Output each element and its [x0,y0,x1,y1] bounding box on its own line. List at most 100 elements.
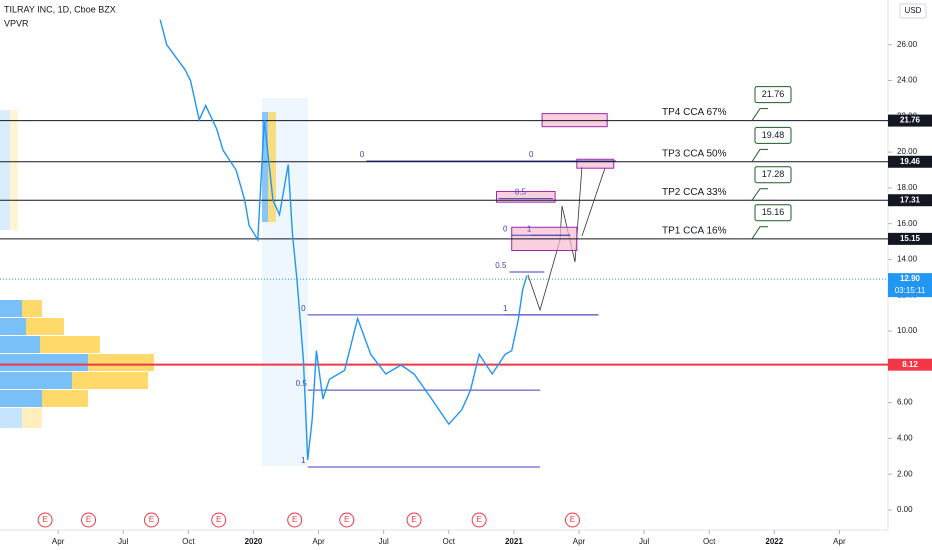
chart-title: TILRAY INC, 1D, Cboe BZX [4,4,116,14]
callout-pointer [751,108,768,121]
earnings-marker [143,512,159,528]
callout-label: 17.28 [762,169,785,179]
y-tick-label: 18.00 [897,183,918,192]
target-zone [576,158,615,169]
price-tag [888,194,932,207]
earnings-label: E [86,515,91,524]
x-tick-label: Jul [639,537,649,546]
price-tag [888,232,932,245]
indicator-name: VPVR [4,18,29,28]
fib-label: 0 [503,224,508,233]
vp-bar [26,318,64,335]
arrow [561,165,583,263]
target-zone [496,190,556,203]
earnings-label: E [476,515,481,524]
x-tick-label: Apr [833,537,846,546]
x-tick-label: Oct [703,537,716,546]
y-tick-label: 24.00 [897,76,918,85]
vp-bar [0,318,26,335]
fib-label: 1 [503,304,508,313]
price-tag [888,114,932,127]
callout-pointer [751,226,768,240]
fib-label: 0 [301,304,306,313]
vp-bar [0,336,40,353]
callout-box [754,204,792,222]
earnings-label: E [149,515,154,524]
fib-label: 0 [360,150,365,159]
volume-profile [0,110,276,428]
earnings-label: E [344,515,349,524]
callout-box [754,126,792,144]
x-tick-label: Oct [443,537,456,546]
price-tag-label: 21.76 [900,116,921,125]
vp-bar [22,300,42,317]
vp-bar [72,372,148,389]
y-tick-label: 10.00 [897,326,918,335]
callout-pointer [751,188,768,201]
vp-bar [0,372,72,389]
vp-bar [0,390,42,407]
vp-bar [42,390,88,407]
earnings-marker [211,512,227,528]
earnings-marker [37,512,53,528]
earnings-marker [81,512,97,528]
fib-label: 0.5 [515,188,527,197]
y-tick-label: 14.00 [897,255,918,264]
arrow [581,167,606,237]
y-tick-label: 20.00 [897,147,918,156]
x-tick-label: 2022 [765,537,783,546]
earnings-marker [471,512,487,528]
arrow [527,267,553,312]
fib-label: 1 [301,456,306,465]
vp-bar [0,110,10,230]
x-tick-label: Oct [182,537,195,546]
y-tick-label: 2.00 [897,469,913,478]
x-tick-label: Apr [312,537,325,546]
price-tag-label: 15.15 [900,234,921,243]
countdown: 03:15:11 [895,286,926,295]
vp-bar [268,112,276,222]
vp-bar [10,110,18,230]
vp-bar [0,354,88,371]
y-tick-label: 0.00 [897,505,913,514]
x-tick-label: Apr [52,537,65,546]
vp-bar [40,336,100,353]
x-tick-label: Jul [379,537,389,546]
callout-box [754,166,792,184]
x-tick-label: Apr [573,537,586,546]
price-tag [888,358,932,371]
callout-label: 21.76 [762,89,785,99]
fib-label: 0.5 [296,379,308,388]
target-label: TP3 CCA 50% [662,148,727,159]
earnings-label: E [42,515,47,524]
price-tag-label: 19.46 [900,157,921,166]
y-tick-label: 6.00 [897,398,913,407]
callout-box [754,86,792,104]
vp-bar [262,112,268,222]
price-tag-label: 17.31 [900,195,921,204]
currency-label[interactable]: USD [905,6,922,15]
earnings-label: E [216,515,221,524]
fib-label: 0.5 [495,261,507,270]
vp-bar [0,300,22,317]
y-tick-label: 26.00 [897,40,918,49]
x-tick-label: 2021 [505,537,523,546]
price-tag-label: 12.90 [900,274,921,283]
vp-bar [0,408,22,428]
earnings-marker [564,512,580,528]
price-line [159,19,528,460]
price-tag [888,155,932,168]
target-label: TP4 CCA 67% [662,107,727,118]
vp-bar [88,354,154,371]
earnings-label: E [570,515,575,524]
callout-pointer [751,148,768,163]
earnings-marker [287,512,303,528]
currency-button[interactable] [899,3,927,19]
x-tick-label: 2020 [245,537,263,546]
earnings-label: E [292,515,297,524]
earnings-marker [406,512,422,528]
y-tick-label: 4.00 [897,433,913,442]
target-label: TP2 CCA 33% [662,187,727,198]
